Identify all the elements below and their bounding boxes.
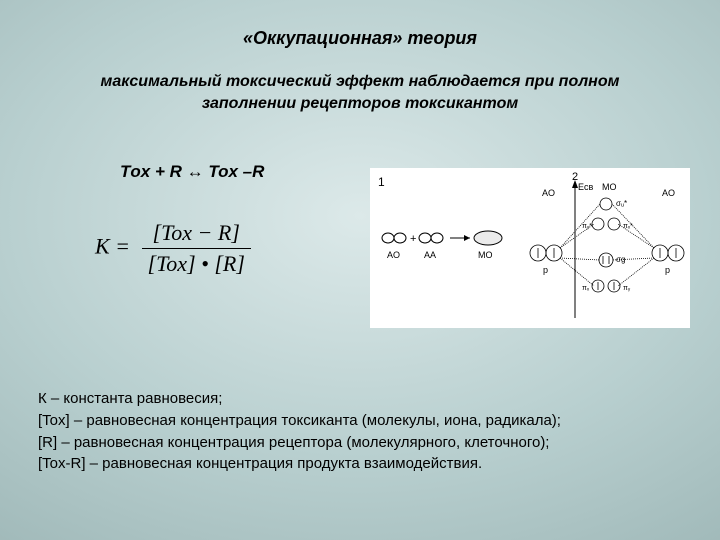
diag-sigma-u: σᵤ*: [616, 199, 627, 208]
legend-line-1: К – константа равновесия;: [38, 388, 678, 410]
formula-denominator: [Tox] • [R]: [142, 249, 251, 277]
diag-ao1: AO: [387, 250, 400, 260]
equilibrium-formula: K = [Tox − R] [Tox] • [R]: [95, 220, 251, 277]
diag-p-right: p: [665, 265, 670, 275]
diag-label-1: 1: [378, 175, 385, 189]
svg-text:+: +: [410, 233, 416, 245]
diag-ao-right: AO: [662, 188, 675, 198]
legend-block: К – константа равновесия; [Tox] – равнов…: [38, 388, 678, 475]
diag-ao2: AA: [424, 250, 436, 260]
formula-fraction: [Tox − R] [Tox] • [R]: [142, 220, 251, 277]
subtitle: максимальный токсический эффект наблюдае…: [0, 49, 720, 114]
reaction-equation: Тox + R ↔ Tox –R: [120, 162, 264, 182]
diag-p-left: p: [543, 265, 548, 275]
subtitle-line2: заполнении рецепторов токсикантом: [202, 95, 518, 112]
legend-line-3: [R] – равновесная концентрация рецептора…: [38, 432, 678, 454]
legend-line-4: [Tox-R] – равновесная концентрация проду…: [38, 453, 678, 475]
diag-pi-yb: πᵧ: [623, 285, 631, 292]
formula-lhs: K =: [95, 234, 130, 259]
diag-ao-left: AO: [542, 188, 555, 198]
page-title: «Оккупационная» теория: [0, 0, 720, 49]
diag-ecv: Eсв: [578, 182, 594, 192]
formula-numerator: [Tox − R]: [142, 220, 251, 249]
mo-diagram: 1 + AO AA MO 2 Eсв AO AO MO p: [370, 168, 690, 328]
subtitle-line1: максимальный токсический эффект наблюдае…: [101, 73, 620, 90]
diag-mo-top: MO: [602, 182, 617, 192]
diag-pi-y: πᵧ*: [582, 223, 592, 230]
legend-line-2: [Tox] – равновесная концентрация токсика…: [38, 410, 678, 432]
diag-pi-xb: πₓ: [582, 285, 590, 292]
diag-mo1: MO: [478, 250, 493, 260]
